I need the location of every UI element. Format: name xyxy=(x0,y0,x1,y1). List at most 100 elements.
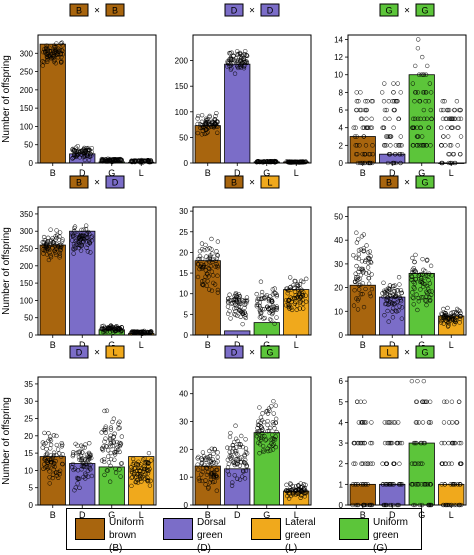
data-point xyxy=(200,279,205,284)
data-point xyxy=(358,440,363,446)
data-point xyxy=(147,483,153,488)
data-point xyxy=(233,290,239,296)
x-tick-label: B xyxy=(205,510,211,520)
data-point xyxy=(52,464,57,469)
data-point xyxy=(111,416,117,421)
data-point xyxy=(394,288,400,293)
data-point xyxy=(44,43,49,48)
bar-d xyxy=(379,483,406,506)
data-point xyxy=(303,159,308,165)
data-point xyxy=(288,284,293,290)
x-tick-label: B xyxy=(360,168,366,178)
data-point xyxy=(135,471,141,477)
data-point xyxy=(47,475,52,480)
legend-swatch-b xyxy=(75,518,105,540)
data-point xyxy=(102,327,107,332)
y-tick-label: 100 xyxy=(20,122,34,131)
data-point xyxy=(358,399,363,404)
y-tick-label: 3 xyxy=(339,439,344,448)
y-tick-label: 0 xyxy=(339,159,344,168)
data-point xyxy=(70,233,75,239)
data-point xyxy=(411,279,416,285)
data-point xyxy=(59,59,64,64)
data-point xyxy=(57,47,63,52)
data-point xyxy=(361,304,367,310)
data-point xyxy=(77,242,82,248)
data-point xyxy=(255,159,261,164)
data-point xyxy=(235,51,241,57)
data-point xyxy=(129,483,134,489)
data-point xyxy=(43,49,48,55)
data-point xyxy=(288,275,293,280)
data-point xyxy=(266,406,272,411)
data-point xyxy=(234,305,239,310)
data-point xyxy=(398,143,403,148)
data-point xyxy=(457,107,462,113)
data-point xyxy=(387,482,392,487)
data-point xyxy=(48,255,54,260)
data-point xyxy=(271,442,277,447)
data-point xyxy=(51,453,57,458)
data-point xyxy=(206,266,211,271)
data-point xyxy=(393,99,399,104)
data-point xyxy=(228,316,233,321)
y-tick-label: 100 xyxy=(175,108,189,117)
data-point xyxy=(117,449,122,455)
data-point xyxy=(117,440,122,446)
data-point xyxy=(423,298,428,303)
data-point xyxy=(270,159,276,164)
data-point xyxy=(368,260,374,265)
y-tick-label: 20 xyxy=(179,445,188,454)
data-point xyxy=(268,437,274,442)
data-point xyxy=(266,448,271,454)
data-point xyxy=(387,283,393,288)
cross-box-0 xyxy=(224,175,244,189)
data-point xyxy=(450,440,456,446)
data-point xyxy=(59,244,64,249)
data-point xyxy=(293,159,298,165)
data-point xyxy=(382,313,387,318)
data-point xyxy=(354,143,360,148)
data-point xyxy=(355,298,361,303)
data-point xyxy=(398,90,403,95)
data-point xyxy=(416,420,422,425)
data-point xyxy=(59,40,65,45)
x-tick-label: L xyxy=(294,340,299,350)
data-point xyxy=(413,399,419,404)
data-point xyxy=(82,234,88,239)
data-point xyxy=(211,451,216,457)
data-point xyxy=(270,420,275,425)
data-point xyxy=(380,461,385,466)
bar-d xyxy=(224,63,251,164)
legend-label-g: Uniform green (G) xyxy=(373,517,409,554)
data-point xyxy=(60,237,65,242)
data-point xyxy=(409,482,414,487)
x-tick-label: B xyxy=(205,168,211,178)
data-point xyxy=(422,282,428,287)
data-point xyxy=(409,274,415,280)
data-point xyxy=(440,116,446,122)
data-point xyxy=(365,99,370,104)
data-point xyxy=(59,440,64,446)
data-point xyxy=(389,482,394,487)
data-point xyxy=(199,241,205,246)
data-point xyxy=(134,329,140,334)
cross-box-label-0: B xyxy=(386,178,392,188)
data-point xyxy=(384,461,390,466)
data-point xyxy=(88,250,93,255)
data-point xyxy=(262,306,267,312)
data-point xyxy=(294,307,299,312)
data-point xyxy=(89,234,95,239)
data-point xyxy=(201,454,207,459)
data-point xyxy=(415,378,420,384)
data-point xyxy=(205,247,210,252)
data-point xyxy=(290,492,296,497)
data-point xyxy=(418,272,423,277)
data-point xyxy=(206,485,211,490)
data-point xyxy=(113,329,118,334)
data-point xyxy=(421,143,427,148)
data-point xyxy=(369,125,375,130)
data-point xyxy=(457,440,462,446)
data-point xyxy=(84,464,89,469)
data-point xyxy=(211,460,217,465)
